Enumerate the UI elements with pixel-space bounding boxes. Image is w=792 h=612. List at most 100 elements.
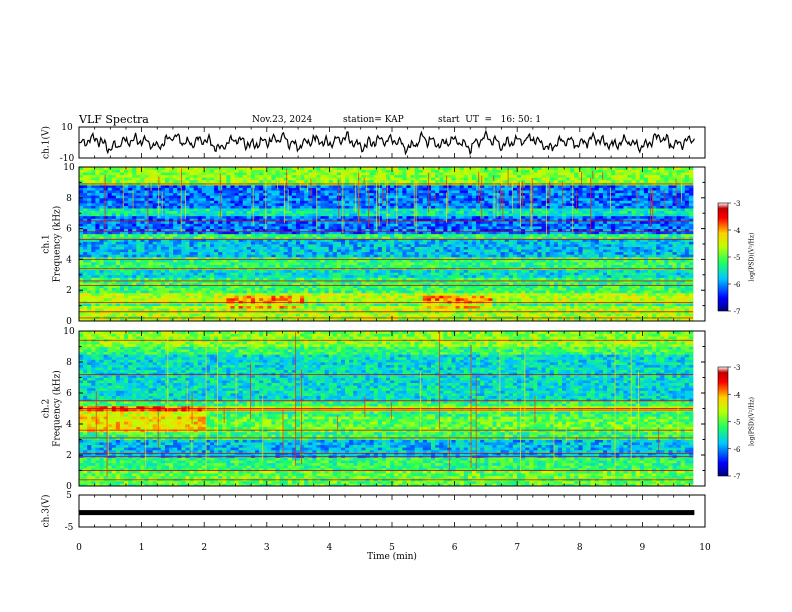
heatmap-cell bbox=[463, 254, 469, 258]
heatmap-cell bbox=[459, 287, 465, 291]
heatmap-cell bbox=[173, 315, 178, 319]
heatmap-cell bbox=[586, 285, 592, 289]
heatmap-cell bbox=[271, 236, 276, 240]
heatmap-cell bbox=[611, 300, 616, 304]
heatmap-cell bbox=[304, 290, 309, 294]
heatmap-cell bbox=[173, 285, 178, 289]
heatmap-cell bbox=[381, 256, 387, 260]
heatmap-cell bbox=[214, 272, 219, 276]
heatmap-cell bbox=[570, 238, 575, 242]
heatmap-cell bbox=[529, 272, 534, 276]
heatmap-cell bbox=[144, 303, 149, 306]
heatmap-cell bbox=[79, 244, 84, 247]
heatmap-cell bbox=[586, 264, 592, 268]
heatmap-cell bbox=[652, 246, 657, 250]
heatmap-cell bbox=[214, 315, 219, 319]
heatmap-cell bbox=[480, 297, 485, 301]
heatmap-cell bbox=[218, 269, 223, 273]
heatmap-cell bbox=[369, 254, 375, 258]
heatmap-cell bbox=[435, 272, 440, 276]
heatmap-cell bbox=[332, 241, 338, 245]
heatmap-cell bbox=[181, 251, 186, 255]
heatmap-cell bbox=[128, 292, 133, 296]
heatmap-cell bbox=[627, 272, 632, 276]
heatmap-cell bbox=[529, 261, 534, 265]
heatmap-cell bbox=[152, 315, 158, 319]
heatmap-cell bbox=[124, 308, 129, 312]
heatmap-cell bbox=[218, 251, 223, 255]
heatmap-cell bbox=[283, 251, 289, 255]
heatmap-cell bbox=[177, 261, 182, 265]
heatmap-cell bbox=[615, 285, 620, 289]
heatmap-cell bbox=[373, 295, 379, 299]
heatmap-cell bbox=[209, 241, 215, 245]
heatmap-cell bbox=[435, 251, 440, 255]
heatmap-cell bbox=[381, 264, 387, 268]
heatmap-cell bbox=[189, 318, 195, 322]
heatmap-cell bbox=[87, 256, 92, 260]
heatmap-cell bbox=[111, 300, 117, 304]
heatmap-cell bbox=[328, 303, 334, 306]
heatmap-cell bbox=[590, 310, 596, 314]
heatmap-cell bbox=[95, 251, 100, 255]
heatmap-cell bbox=[586, 313, 592, 317]
heatmap-cell bbox=[136, 285, 141, 289]
heatmap-cell bbox=[381, 241, 387, 245]
heatmap-cell bbox=[459, 244, 465, 247]
heatmap-cell bbox=[459, 315, 465, 319]
heatmap-cell bbox=[283, 315, 289, 319]
heatmap-cell bbox=[647, 295, 653, 299]
heatmap-cell bbox=[447, 285, 452, 289]
heatmap-cell bbox=[598, 254, 604, 258]
heatmap-cell bbox=[136, 308, 141, 312]
heatmap-cell bbox=[197, 318, 203, 322]
heatmap-cell bbox=[627, 279, 632, 283]
heatmap-cell bbox=[361, 269, 366, 273]
heatmap-cell bbox=[357, 292, 362, 296]
heatmap-cell bbox=[91, 246, 96, 250]
heatmap-cell bbox=[582, 313, 587, 317]
heatmap-cell bbox=[308, 277, 313, 281]
heatmap-cell bbox=[631, 305, 637, 309]
heatmap-cell bbox=[226, 246, 231, 250]
heatmap-cell bbox=[615, 287, 620, 291]
heatmap-cell bbox=[398, 256, 403, 260]
heatmap-cell bbox=[512, 272, 518, 276]
heatmap-cell bbox=[537, 244, 542, 247]
heatmap-cell bbox=[484, 264, 489, 268]
heatmap-cell bbox=[570, 244, 575, 247]
heatmap-cell bbox=[652, 241, 657, 245]
heatmap-cell bbox=[99, 241, 104, 245]
heatmap-cell bbox=[471, 256, 477, 260]
heatmap-cell bbox=[205, 292, 211, 296]
heatmap-cell bbox=[529, 285, 534, 289]
heatmap-cell bbox=[467, 238, 473, 242]
heatmap-cell bbox=[193, 318, 199, 322]
heatmap-cell bbox=[545, 310, 551, 314]
heatmap-cell bbox=[209, 287, 215, 291]
heatmap-cell bbox=[201, 236, 207, 240]
heatmap-cell bbox=[516, 277, 522, 281]
heatmap-cell bbox=[144, 315, 149, 319]
heatmap-cell bbox=[263, 305, 268, 309]
heatmap-cell bbox=[222, 241, 227, 245]
heatmap-cell bbox=[99, 295, 104, 299]
heatmap-cell bbox=[230, 238, 235, 242]
heatmap-cell bbox=[582, 318, 587, 322]
heatmap-cell bbox=[688, 261, 694, 265]
heatmap-cell bbox=[394, 277, 399, 281]
heatmap-cell bbox=[406, 308, 411, 312]
heatmap-cell bbox=[124, 244, 129, 247]
heatmap-cell bbox=[672, 308, 678, 312]
heatmap-cell bbox=[156, 236, 162, 240]
heatmap-cell bbox=[246, 290, 252, 294]
heatmap-cell bbox=[476, 303, 481, 306]
heatmap-cell bbox=[619, 277, 624, 281]
heatmap-cell bbox=[181, 290, 186, 294]
heatmap-cell bbox=[128, 303, 133, 306]
heatmap-cell bbox=[324, 256, 330, 260]
heatmap-cell bbox=[394, 251, 399, 255]
heatmap-cell bbox=[643, 269, 649, 273]
heatmap-cell bbox=[635, 261, 641, 265]
heatmap-cell bbox=[660, 279, 665, 283]
